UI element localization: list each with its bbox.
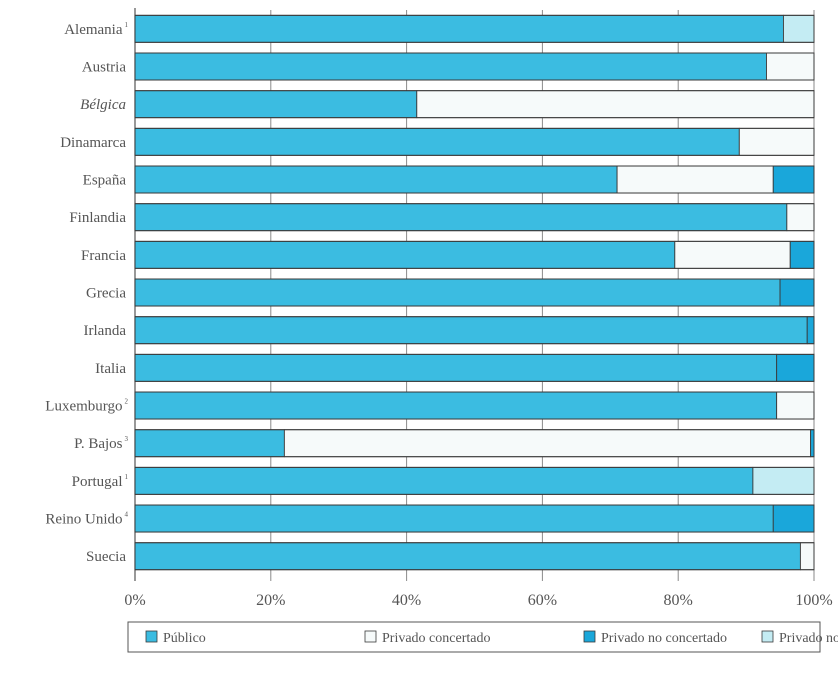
legend-swatch [145, 630, 158, 643]
x-axis-tick-labels: 0% 20% 40% 60% 80% 100% [124, 592, 832, 609]
bar-segment [776, 391, 815, 420]
category-label: P. Bajos 3 [74, 435, 128, 452]
bar-segment [134, 391, 778, 420]
bar-segment [776, 353, 815, 382]
category-label: Portugal 1 [72, 473, 129, 490]
bar-segment [738, 127, 815, 156]
bar-segment [416, 90, 815, 119]
bar-segment [134, 52, 767, 81]
bars [134, 14, 815, 571]
bar-outline [134, 278, 815, 307]
category-label: Alemania 1 [64, 21, 128, 38]
bar-segment [616, 165, 774, 194]
bar-segment [799, 542, 815, 571]
bar-segment [779, 278, 815, 307]
category-label: España [83, 173, 127, 189]
bar-outline [134, 542, 815, 571]
legend-swatch [761, 630, 774, 643]
bar-outline [134, 165, 815, 194]
bar-outline [134, 90, 815, 119]
category-label: Grecia [86, 286, 126, 302]
bar-segment [134, 316, 808, 345]
x-tick-label: 20% [256, 592, 285, 609]
bar-segment [766, 52, 815, 81]
bar-segment [134, 429, 285, 458]
x-tick-label: 40% [392, 592, 421, 609]
bar-segment [786, 203, 815, 232]
bar-segment [134, 127, 740, 156]
bar-segment [752, 466, 815, 495]
bar-outline [134, 504, 815, 533]
bar-segment [772, 165, 815, 194]
bar-segment [134, 278, 781, 307]
category-label: Reino Unido 4 [45, 511, 128, 528]
legend-label: Privado no definido [779, 631, 838, 646]
x-tick-label: 60% [528, 592, 557, 609]
legend-swatch [364, 630, 377, 643]
bar-outline [134, 391, 815, 420]
bar-segment [134, 542, 801, 571]
category-label: Luxemburgo 2 [45, 398, 128, 415]
category-label: Francia [81, 248, 126, 264]
category-label: Austria [82, 60, 127, 76]
category-label: Suecia [86, 549, 126, 565]
x-tick-label: 80% [664, 592, 693, 609]
bar-outline [134, 14, 815, 43]
bar-outline [134, 240, 815, 269]
bar-segment [789, 240, 815, 269]
category-label: Italia [95, 361, 126, 377]
bar-segment [134, 466, 754, 495]
bar-segment [674, 240, 791, 269]
bar-segment [134, 240, 676, 269]
category-labels: Alemania 1 Austria Bélgica Dinamarca España Fi… [45, 21, 128, 565]
bar-segment [772, 504, 815, 533]
legend-label: Privado no concertado [601, 631, 727, 646]
bar-segment [810, 429, 815, 458]
x-tick-label: 0% [124, 592, 145, 609]
bar-outline [134, 52, 815, 81]
bar-outline [134, 466, 815, 495]
bar-segment [806, 316, 815, 345]
legend-swatch [583, 630, 596, 643]
bar-outline [134, 203, 815, 232]
legend-box [127, 621, 821, 653]
category-label: Irlanda [84, 323, 127, 339]
bar-segment [283, 429, 812, 458]
bar-segment [134, 165, 618, 194]
bar-segment [134, 14, 784, 43]
bar-outline [134, 127, 815, 156]
bar-segment [134, 90, 418, 119]
legend-label: Público [163, 631, 206, 646]
category-label: Bélgica [80, 97, 126, 113]
bar-outline [134, 429, 815, 458]
bar-segment [782, 14, 815, 43]
legend-label: Privado concertado [382, 631, 490, 646]
bar-segment [134, 203, 788, 232]
bar-segment [134, 504, 774, 533]
legend: Público Privado concertado Privado no conc… [127, 621, 838, 653]
x-tick-label: 100% [795, 592, 832, 609]
category-label: Dinamarca [60, 135, 126, 151]
bar-segment [134, 353, 778, 382]
bar-outline [134, 316, 815, 345]
category-label: Finlandia [69, 210, 126, 226]
bar-outline [134, 353, 815, 382]
